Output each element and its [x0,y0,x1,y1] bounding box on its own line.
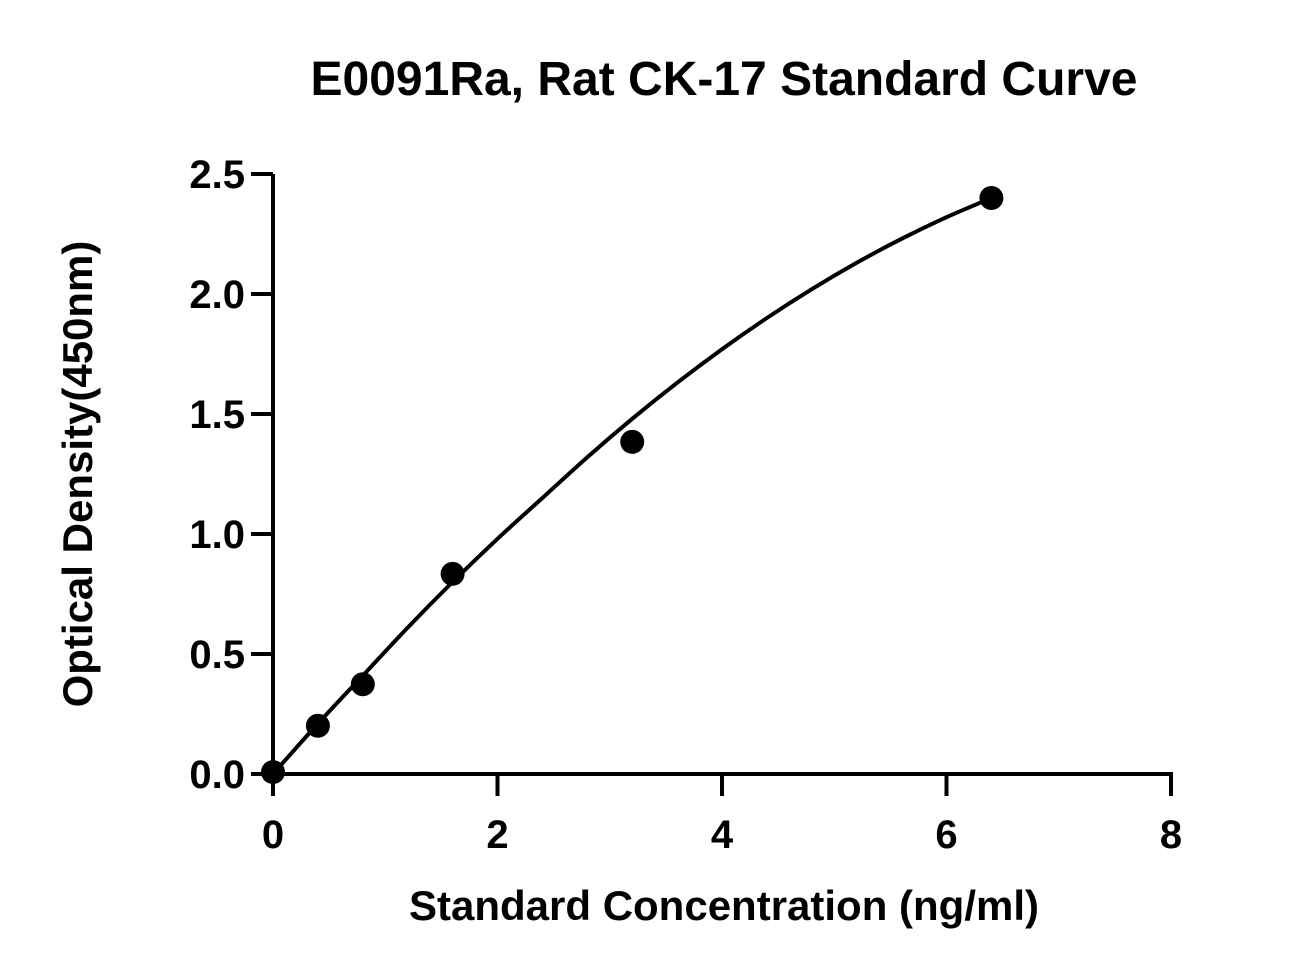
data-point [979,186,1004,210]
data-point [261,760,285,785]
x-axis-ticks: 0 2 4 6 8 [262,774,1182,857]
y-tick-label: 2.5 [189,153,245,197]
data-point [305,713,330,738]
chart-title: E0091Ra, Rat CK-17 Standard Curve [311,53,1138,106]
data-points [261,186,1004,785]
data-point [440,561,465,586]
y-tick-label: 1.0 [189,513,245,557]
data-point [350,672,375,697]
x-tick-label: 4 [711,813,734,857]
y-tick-label: 0.5 [189,633,245,677]
y-tick-label: 0.0 [189,753,245,797]
x-tick-label: 0 [262,813,284,857]
x-tick-label: 2 [486,813,508,857]
fit-curve [271,196,993,776]
y-tick-label: 1.5 [189,393,245,437]
x-tick-label: 6 [935,813,957,857]
y-axis-label: Optical Density(450nm) [54,241,101,708]
x-axis-label: Standard Concentration (ng/ml) [409,882,1039,929]
x-tick-label: 8 [1160,813,1182,857]
data-point [620,429,645,454]
y-tick-label: 2.0 [189,273,245,317]
y-axis-ticks: 0.0 0.5 1.0 1.5 2.0 2.5 [189,153,273,797]
